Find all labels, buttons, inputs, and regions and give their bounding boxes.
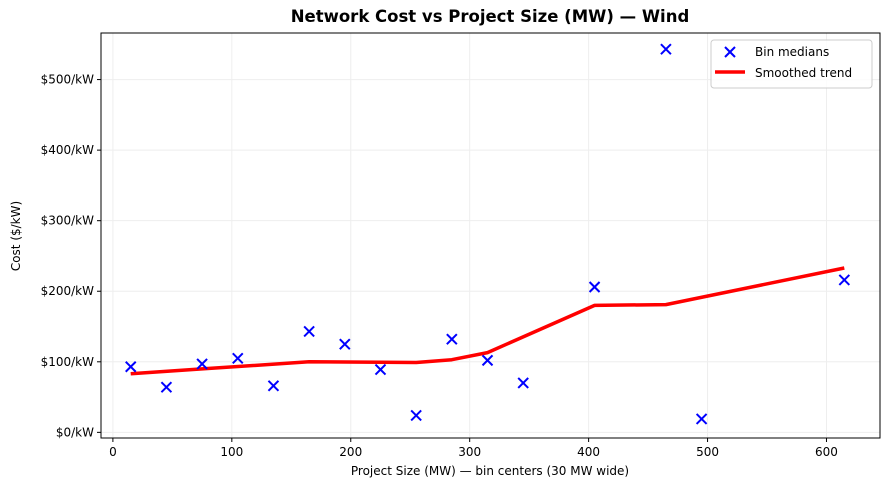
x-tick-label: 300 bbox=[458, 445, 481, 459]
x-tick-label: 0 bbox=[109, 445, 117, 459]
bin-median-point bbox=[446, 333, 458, 345]
bin-median-point bbox=[660, 43, 672, 55]
x-tick-label: 400 bbox=[577, 445, 600, 459]
chart-title: Network Cost vs Project Size (MW) — Wind bbox=[291, 7, 690, 26]
legend: Bin medians Smoothed trend bbox=[710, 39, 873, 89]
x-tick-label: 100 bbox=[220, 445, 243, 459]
y-tick-label: $300/kW bbox=[41, 214, 95, 228]
y-tick-label: $500/kW bbox=[41, 73, 95, 87]
bin-median-point bbox=[232, 352, 244, 364]
bin-median-point bbox=[588, 281, 601, 293]
axes-frame bbox=[100, 32, 881, 439]
y-tick-label: $400/kW bbox=[41, 143, 95, 157]
y-axis-ticks: $0/kW $100/kW $200/kW $300/kW $400/kW $500/kW bbox=[41, 73, 101, 439]
x-tick-label: 500 bbox=[696, 445, 719, 459]
y-axis-label: Cost ($/kW) bbox=[9, 201, 23, 271]
x-tick-label: 600 bbox=[815, 445, 838, 459]
bin-median-point bbox=[695, 413, 708, 425]
bin-median-point bbox=[374, 363, 387, 376]
bin-median-point bbox=[267, 380, 280, 392]
legend-box bbox=[710, 39, 873, 89]
x-axis-ticks: 0 100 200 300 400 500 600 bbox=[109, 438, 838, 459]
legend-label-bin-medians: Bin medians bbox=[755, 45, 829, 59]
bin-median-point bbox=[196, 358, 208, 370]
bin-median-point bbox=[339, 338, 351, 350]
bin-median-point bbox=[125, 361, 137, 373]
x-axis-label: Project Size (MW) — bin centers (30 MW w… bbox=[351, 464, 629, 478]
x-tick-label: 200 bbox=[339, 445, 362, 459]
smoothed-trend-line bbox=[130, 266, 845, 376]
y-tick-label: $100/kW bbox=[41, 355, 95, 369]
bin-median-point bbox=[517, 377, 529, 389]
y-tick-label: $0/kW bbox=[56, 425, 94, 439]
bin-median-point bbox=[303, 325, 315, 338]
grid-lines bbox=[101, 33, 880, 438]
legend-label-smoothed-trend: Smoothed trend bbox=[755, 66, 852, 80]
plot-area bbox=[125, 43, 851, 425]
y-tick-label: $200/kW bbox=[41, 284, 95, 298]
bin-median-point bbox=[838, 274, 851, 286]
bin-median-point bbox=[160, 381, 173, 393]
bin-median-point bbox=[481, 354, 494, 367]
legend-marker-x-icon bbox=[724, 46, 736, 58]
bin-median-point bbox=[410, 409, 422, 422]
